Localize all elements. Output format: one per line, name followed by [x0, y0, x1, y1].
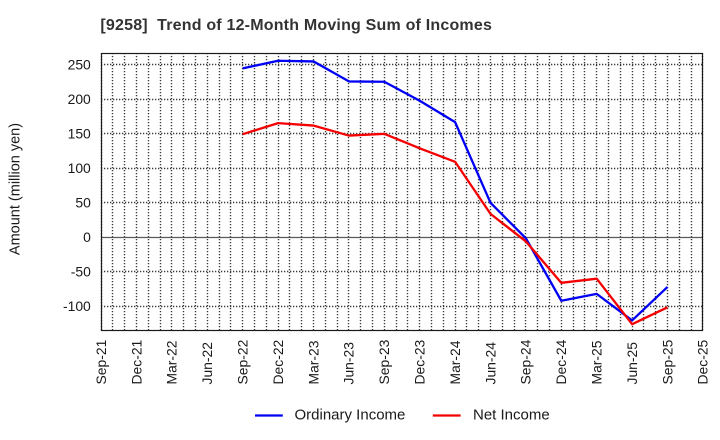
svg-text:Dec-25: Dec-25 [695, 339, 711, 384]
svg-text:Sep-24: Sep-24 [518, 339, 534, 384]
svg-text:Sep-21: Sep-21 [93, 339, 109, 384]
svg-text:Jun-25: Jun-25 [624, 342, 640, 385]
svg-text:Mar-23: Mar-23 [305, 340, 321, 384]
svg-text:Mar-25: Mar-25 [589, 340, 605, 384]
svg-text:200: 200 [68, 91, 91, 107]
svg-text:Net Income: Net Income [473, 407, 550, 424]
svg-text:Jun-22: Jun-22 [199, 342, 215, 385]
svg-text:150: 150 [68, 126, 91, 142]
svg-text:Dec-24: Dec-24 [553, 339, 569, 384]
svg-text:250: 250 [68, 57, 91, 73]
svg-text:Jun-24: Jun-24 [482, 342, 498, 385]
svg-text:Sep-22: Sep-22 [235, 339, 251, 384]
svg-text:0: 0 [83, 229, 91, 245]
svg-text:Dec-21: Dec-21 [128, 339, 144, 384]
svg-text:50: 50 [75, 195, 91, 211]
svg-text:-100: -100 [63, 298, 91, 314]
svg-text:Ordinary Income: Ordinary Income [295, 407, 406, 424]
svg-text:[9258] Trend of 12-Month Movi: [9258] Trend of 12-Month Moving Sum of I… [100, 17, 492, 34]
svg-text:Mar-24: Mar-24 [447, 340, 463, 384]
svg-text:Dec-23: Dec-23 [412, 339, 428, 384]
svg-text:Sep-23: Sep-23 [376, 339, 392, 384]
svg-text:Sep-25: Sep-25 [659, 339, 675, 384]
svg-text:Dec-22: Dec-22 [270, 339, 286, 384]
svg-text:-50: -50 [71, 264, 91, 280]
svg-text:100: 100 [68, 160, 91, 176]
svg-text:Amount (million yen): Amount (million yen) [8, 123, 24, 255]
svg-text:Jun-23: Jun-23 [341, 342, 357, 385]
svg-text:Mar-22: Mar-22 [164, 340, 180, 384]
